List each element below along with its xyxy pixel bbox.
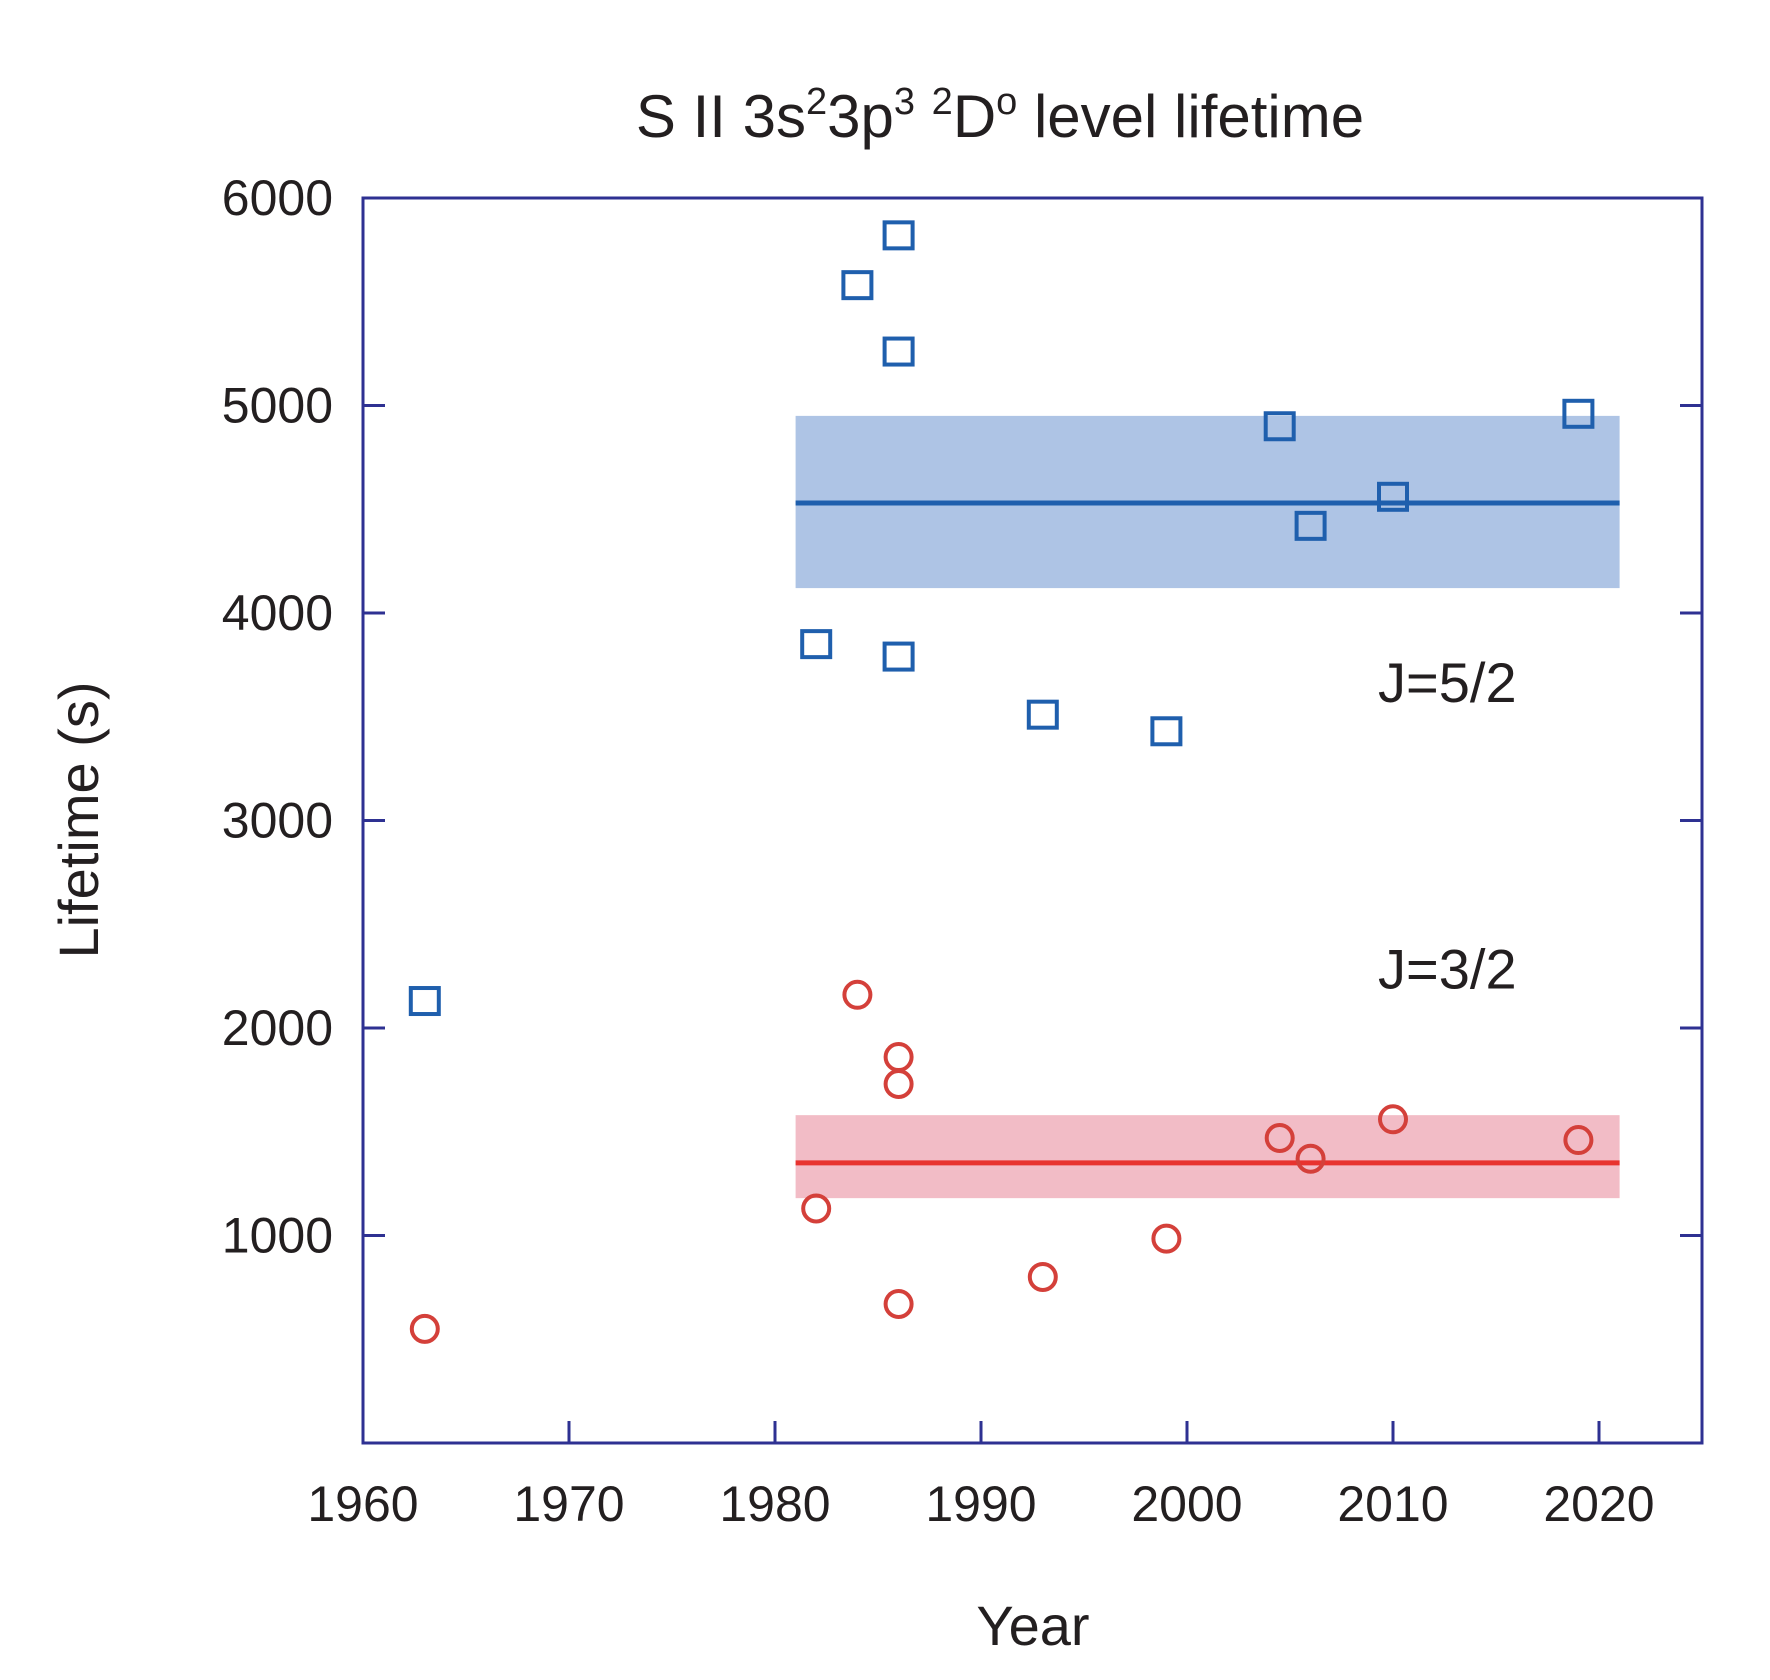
x-axis-title: Year (976, 1594, 1089, 1657)
title-segment: level lifetime (1017, 83, 1364, 150)
circle-marker (883, 1069, 914, 1100)
circle-marker (801, 1193, 832, 1224)
y-tick-label: 5000 (222, 378, 333, 434)
square-marker (800, 629, 833, 660)
y-tick-label: 6000 (222, 170, 333, 226)
square-marker (1263, 411, 1296, 442)
mean-lines (795, 500, 1620, 1166)
chart-title: S II 3s23p3 2Do level lifetime (636, 81, 1364, 150)
uncertainty-bands (795, 415, 1620, 1199)
circle-marker (1295, 1143, 1326, 1174)
circle-marker (842, 979, 873, 1010)
title-segment: 3p (827, 83, 894, 150)
circle-marker (1027, 1262, 1058, 1292)
circle-marker (1264, 1122, 1295, 1153)
series-labels: J=5/2 J=3/2 (1378, 651, 1517, 1000)
square-marker (408, 986, 441, 1017)
square-marker (882, 220, 915, 251)
square-marker (841, 270, 874, 301)
y-tick-label: 2000 (222, 1000, 333, 1056)
square-marker (882, 641, 915, 672)
plot-frame (361, 196, 1704, 1445)
title-superscript: o (996, 81, 1017, 123)
x-tick-label: 2000 (1131, 1476, 1242, 1532)
x-tick-label: 1980 (719, 1476, 830, 1532)
circle-marker (1563, 1125, 1594, 1156)
circle-marker (883, 1288, 914, 1319)
data-points (408, 220, 1595, 1344)
title-superscript: 2 (806, 81, 827, 123)
x-tick-label: 1960 (307, 1476, 418, 1532)
x-tick-label: 1990 (925, 1476, 1036, 1532)
circle-marker (1378, 1104, 1408, 1135)
y-tick-label: 3000 (222, 793, 333, 849)
x-tick-label: 2020 (1543, 1476, 1654, 1532)
x-tick-label: 1970 (513, 1476, 624, 1532)
title-segment: D (953, 83, 996, 150)
y-axis: 1000 2000 3000 4000 5000 6000 (222, 170, 1702, 1264)
y-tick-label: 1000 (222, 1208, 333, 1264)
title-superscript: 2 (932, 81, 953, 123)
x-axis: 1960 1970 1980 1990 2000 2010 2020 (307, 1421, 1655, 1532)
circle-marker (409, 1313, 440, 1344)
square-marker (1377, 481, 1409, 512)
square-marker (1150, 716, 1183, 747)
y-tick-label: 4000 (222, 585, 333, 641)
series-label-0: J=5/2 (1378, 651, 1517, 714)
uncertainty-band-1 (795, 1115, 1620, 1199)
circle-marker (883, 1042, 914, 1073)
title-superscript: 3 (894, 81, 915, 123)
title-segment (915, 83, 932, 150)
y-axis-title: Lifetime (s) (47, 682, 110, 959)
title-segment: S II 3s (636, 83, 806, 150)
x-tick-label: 2010 (1337, 1476, 1448, 1532)
square-marker (1562, 398, 1595, 429)
series-label-1: J=3/2 (1378, 938, 1517, 1001)
square-marker (1294, 510, 1327, 541)
square-marker (1026, 699, 1059, 730)
circle-marker (1151, 1223, 1182, 1254)
square-marker (882, 336, 915, 367)
